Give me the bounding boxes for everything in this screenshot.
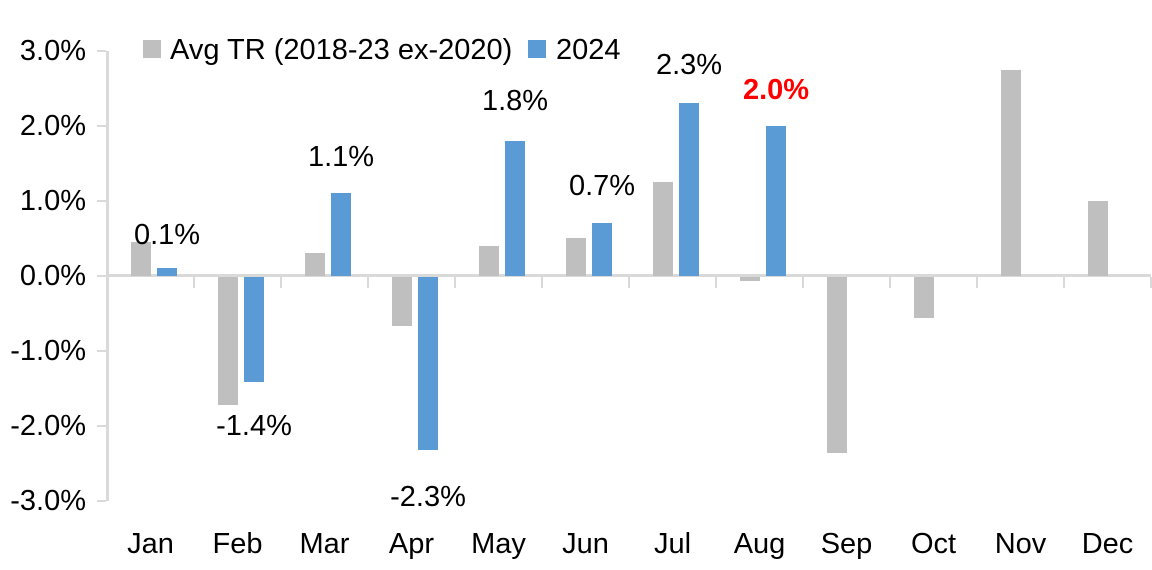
y-axis-tick-label: -1.0% xyxy=(10,335,86,367)
bar-avg-tr-sep xyxy=(827,277,847,453)
y-axis-tick xyxy=(97,500,106,502)
x-axis-month-label-jul: Jul xyxy=(653,528,692,560)
x-axis-month-label-apr: Apr xyxy=(388,528,435,560)
x-axis-month-label-may: May xyxy=(471,528,526,560)
x-axis-tick xyxy=(280,277,282,288)
bar-2024-feb xyxy=(244,277,264,382)
bar-avg-tr-apr xyxy=(392,277,412,326)
bar-avg-tr-oct xyxy=(914,277,934,318)
bar-avg-tr-mar xyxy=(305,253,325,276)
y-axis-tick xyxy=(97,125,106,127)
y-axis-tick-label: 0.0% xyxy=(19,260,86,292)
x-axis-tick xyxy=(193,277,195,288)
x-axis-tick xyxy=(802,277,804,288)
bar-avg-tr-jul xyxy=(653,182,673,276)
bar-2024-jan xyxy=(157,268,177,276)
y-axis-tick xyxy=(97,50,106,52)
x-axis-tick xyxy=(715,277,717,288)
data-label-jul: 2.3% xyxy=(655,49,723,81)
legend-label-2024: 2024 xyxy=(556,34,621,66)
x-axis-month-label-mar: Mar xyxy=(299,528,350,560)
y-axis-tick-label: 1.0% xyxy=(19,185,86,217)
y-axis-tick-label: -2.0% xyxy=(10,410,86,442)
data-label-jun: 0.7% xyxy=(568,170,636,202)
data-label-feb: -1.4% xyxy=(216,410,292,442)
bar-2024-jul xyxy=(679,103,699,276)
data-label-mar: 1.1% xyxy=(307,141,375,173)
x-axis-tick xyxy=(976,277,978,288)
x-axis-month-label-jun: Jun xyxy=(562,528,609,560)
bar-avg-tr-may xyxy=(479,246,499,276)
x-axis-month-label-sep: Sep xyxy=(820,528,873,560)
bar-2024-may xyxy=(505,141,525,276)
legend-swatch-avg-tr xyxy=(143,40,161,58)
x-axis-month-label-feb: Feb xyxy=(212,528,263,560)
bar-2024-mar xyxy=(331,193,351,276)
data-label-may: 1.8% xyxy=(481,85,549,117)
x-axis-tick xyxy=(1063,277,1065,288)
data-label-jan: 0.1% xyxy=(133,219,201,251)
legend-label-avg-tr: Avg TR (2018-23 ex-2020) xyxy=(170,34,513,66)
x-axis-month-label-dec: Dec xyxy=(1081,528,1134,560)
bar-2024-apr xyxy=(418,277,438,450)
y-axis-tick xyxy=(97,275,106,277)
x-axis-tick xyxy=(454,277,456,288)
bar-avg-tr-jan xyxy=(131,242,151,276)
y-axis-tick xyxy=(97,200,106,202)
x-axis-tick xyxy=(106,277,108,288)
bar-avg-tr-dec xyxy=(1088,201,1108,276)
y-axis-tick xyxy=(97,350,106,352)
x-axis-month-label-jan: Jan xyxy=(127,528,174,560)
x-axis-month-label-oct: Oct xyxy=(910,528,957,560)
x-axis-tick xyxy=(628,277,630,288)
x-axis-month-label-aug: Aug xyxy=(733,528,786,560)
x-axis-month-label-nov: Nov xyxy=(994,528,1047,560)
legend-swatch-2024 xyxy=(528,40,546,58)
x-axis-tick xyxy=(1150,277,1152,288)
x-axis-tick xyxy=(889,277,891,288)
x-axis-tick xyxy=(541,277,543,288)
bar-2024-aug xyxy=(766,126,786,276)
bar-avg-tr-nov xyxy=(1001,70,1021,276)
y-axis-tick xyxy=(97,425,106,427)
y-axis-tick-label: 2.0% xyxy=(19,110,86,142)
bar-avg-tr-jun xyxy=(566,238,586,276)
bar-avg-tr-feb xyxy=(218,277,238,405)
data-label-apr: -2.3% xyxy=(390,481,466,513)
x-axis-tick xyxy=(367,277,369,288)
y-axis-tick-label: -3.0% xyxy=(10,485,86,517)
bar-2024-jun xyxy=(592,223,612,276)
bar-avg-tr-aug xyxy=(740,277,760,281)
y-axis-tick-label: 3.0% xyxy=(19,35,86,67)
data-label-aug: 2.0% xyxy=(742,74,810,106)
x-axis-line xyxy=(107,274,1151,277)
